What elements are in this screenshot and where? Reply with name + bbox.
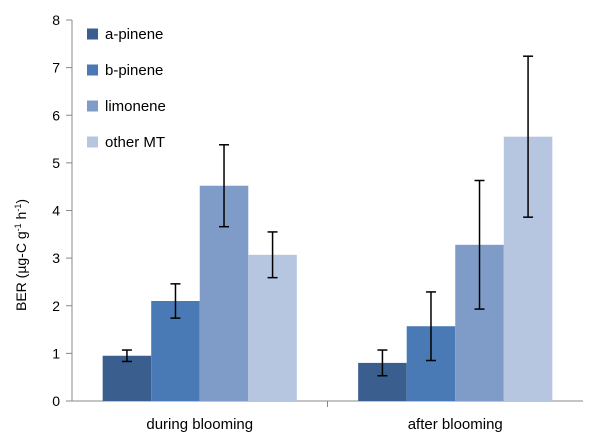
legend-label: b-pinene — [105, 62, 163, 79]
y-tick-label: 1 — [52, 345, 60, 361]
legend-label: other MT — [105, 134, 165, 151]
legend: a-pinene b-pinene limonene other MT — [87, 26, 166, 151]
y-tick-label: 8 — [52, 12, 60, 28]
bar — [248, 254, 297, 401]
y-axis-label: BER (µg-C g-1 h-1) — [13, 199, 29, 311]
y-tick-label: 4 — [52, 203, 60, 219]
x-tick-label: during blooming — [146, 416, 253, 433]
legend-swatch — [87, 28, 98, 40]
y-tick-label: 0 — [52, 393, 60, 409]
y-tick-label: 6 — [52, 107, 60, 123]
x-tick-label: after blooming — [408, 416, 503, 433]
legend-swatch — [87, 64, 98, 76]
legend-swatch — [87, 100, 98, 112]
y-tick-label: 3 — [52, 250, 60, 266]
bar — [102, 355, 152, 401]
legend-swatch — [87, 136, 98, 148]
legend-label: limonene — [105, 98, 166, 115]
legend-label: a-pinene — [105, 26, 163, 43]
y-tick-label: 2 — [52, 298, 60, 314]
error-bars — [121, 55, 534, 377]
y-tick-label: 7 — [52, 60, 60, 76]
y-tick-label: 5 — [52, 155, 60, 171]
axes: 0 1 2 3 4 5 6 7 8 during blooming after blooming — [52, 12, 583, 433]
bars — [102, 136, 553, 401]
svg-text:BER (µg-C g-1 h-1): BER (µg-C g-1 h-1) — [13, 199, 29, 311]
